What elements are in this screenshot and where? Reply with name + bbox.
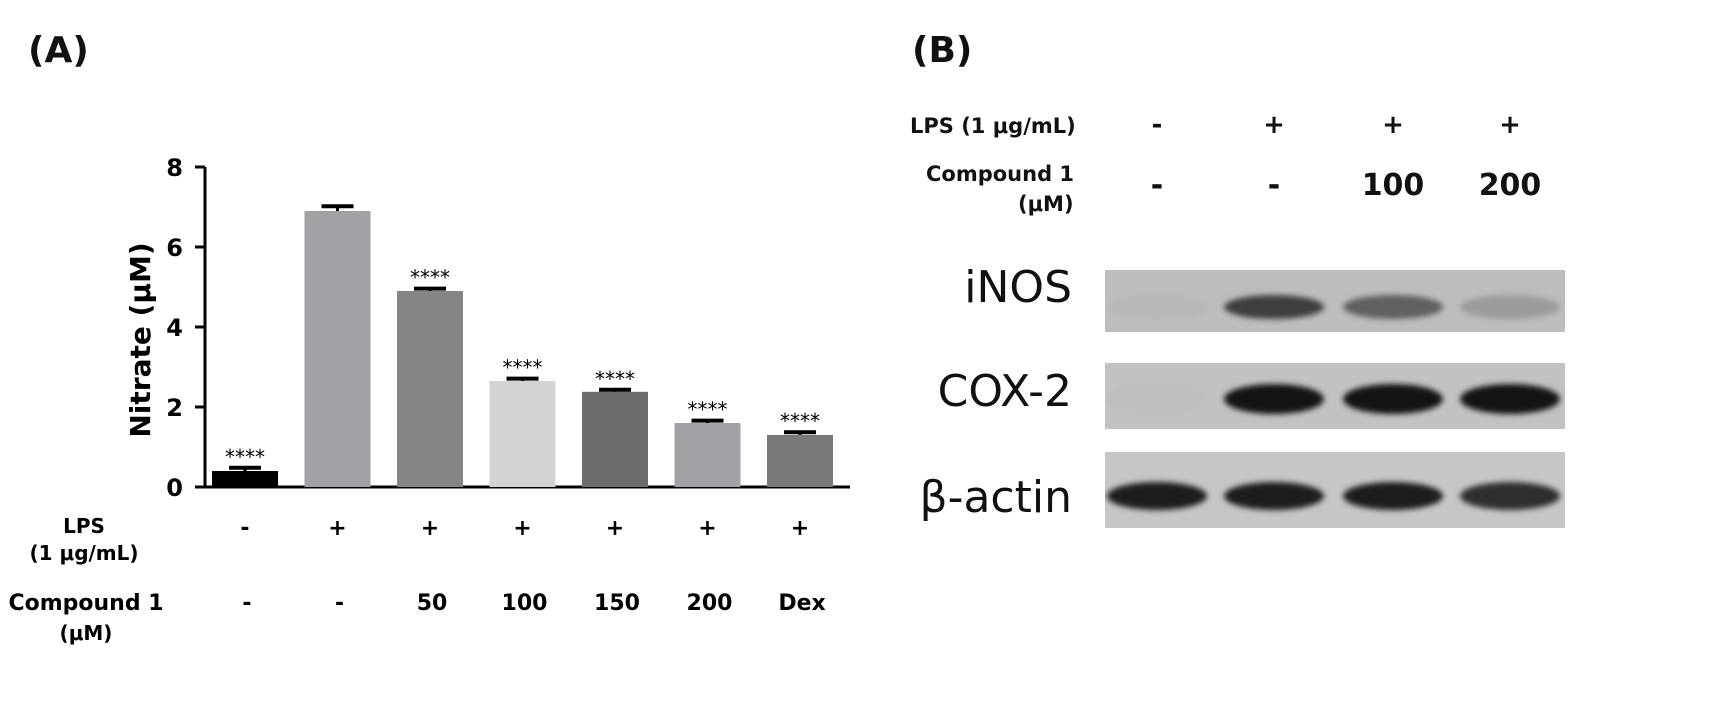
y-tick-label: 0 xyxy=(166,474,183,502)
compound-treatment-label-line2: (μM) xyxy=(1018,192,1074,216)
lane-compound-value: - xyxy=(1102,168,1212,203)
bar xyxy=(767,435,833,487)
compound-value: 100 xyxy=(502,591,548,616)
blot-band xyxy=(1343,384,1443,414)
compound-value: - xyxy=(242,591,251,616)
bar xyxy=(212,471,278,487)
blot-label: iNOS xyxy=(900,262,1072,313)
lps-treatment-label: LPS (1 μg/mL) xyxy=(910,114,1076,138)
blot-band xyxy=(1107,295,1207,319)
compound-value: 50 xyxy=(417,591,448,616)
bar xyxy=(305,211,371,487)
nitrate-bar-chart: 0 2 4 6 8 **** - - + - **** +50 **** +100 **** +150 ***… xyxy=(0,0,900,715)
significance-label: **** xyxy=(410,266,450,290)
lane-lps-value: + xyxy=(1465,110,1555,140)
lps-value: + xyxy=(513,516,531,541)
lps-value: + xyxy=(328,516,346,541)
blot-label: COX-2 xyxy=(900,366,1072,417)
significance-label: **** xyxy=(780,409,820,433)
significance-label: **** xyxy=(688,398,728,422)
blot-strip xyxy=(1105,270,1565,332)
blot-band xyxy=(1224,295,1324,319)
lps-row-label-line1: LPS xyxy=(63,514,105,538)
compound-value: - xyxy=(335,591,344,616)
lane-compound-value: 200 xyxy=(1455,168,1565,203)
blot-strip xyxy=(1105,452,1565,528)
y-axis-label: Nitrate (μM) xyxy=(124,242,157,437)
y-tick-label: 4 xyxy=(166,314,183,342)
bar xyxy=(582,392,648,487)
blot-strip xyxy=(1105,363,1565,429)
bar xyxy=(397,291,463,487)
lane-lps-value: - xyxy=(1112,110,1202,140)
lane-compound-value: - xyxy=(1219,168,1329,203)
blot-band xyxy=(1343,295,1443,319)
blot-band xyxy=(1460,482,1560,510)
western-blot-panel: LPS (1 μg/mL) Compound 1 (μM) - - + - +100 +2… xyxy=(900,0,1717,715)
compound-value: 150 xyxy=(594,591,640,616)
significance-label: **** xyxy=(503,356,543,380)
lps-value: + xyxy=(606,516,624,541)
chart-bars xyxy=(212,206,833,487)
bar xyxy=(675,423,741,487)
compound-treatment-label-line1: Compound 1 xyxy=(926,162,1074,186)
bar xyxy=(490,381,556,487)
lps-row-label-line2: (1 μg/mL) xyxy=(29,541,138,565)
blot-band xyxy=(1224,384,1324,414)
y-tick-label: 2 xyxy=(166,394,183,422)
significance-label: **** xyxy=(225,445,265,469)
lane-lps-value: + xyxy=(1229,110,1319,140)
blot-band xyxy=(1107,384,1207,414)
y-tick-label: 6 xyxy=(166,234,183,262)
lane-lps-value: + xyxy=(1348,110,1438,140)
compound-value: Dex xyxy=(778,591,825,616)
lps-value: + xyxy=(791,516,809,541)
compound-row-label-line2: (μM) xyxy=(60,621,113,645)
compound-row-label-line1: Compound 1 xyxy=(8,591,163,616)
lane-compound-value: 100 xyxy=(1338,168,1448,203)
lps-value: - xyxy=(240,516,249,541)
compound-value: 200 xyxy=(687,591,733,616)
y-tick-label: 8 xyxy=(166,154,183,182)
blot-band xyxy=(1343,482,1443,510)
blot-band xyxy=(1107,482,1207,510)
lps-value: + xyxy=(421,516,439,541)
lps-value: + xyxy=(698,516,716,541)
blot-band xyxy=(1460,384,1560,414)
blot-label: β-actin xyxy=(900,472,1072,523)
blot-band xyxy=(1460,295,1560,319)
blot-band xyxy=(1224,482,1324,510)
significance-label: **** xyxy=(595,367,635,391)
